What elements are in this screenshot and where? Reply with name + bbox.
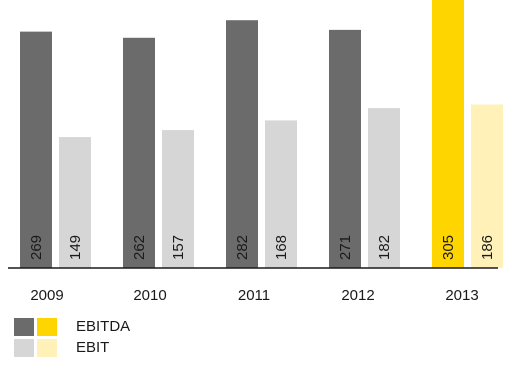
legend-label-ebitda: EBITDA (76, 318, 131, 335)
legend-swatch-ebit-highlight (37, 339, 57, 357)
bar-label-ebitda-2011: 282 (234, 235, 251, 260)
bar-label-ebitda-2010: 262 (131, 235, 148, 260)
bar-ebit-2013 (471, 104, 503, 268)
bar-ebitda-2009 (20, 31, 52, 269)
bar-value-labels: 269 149 262 157 282 168 271 182 305 186 (28, 235, 496, 260)
legend-swatch-ebitda (14, 318, 34, 336)
bar-ebit-2009 (59, 137, 91, 268)
bar-ebitda-2012 (329, 29, 361, 268)
bar-label-ebit-2010: 157 (170, 235, 187, 260)
bars-group (20, 0, 503, 269)
bar-label-ebitda-2012: 271 (337, 235, 354, 260)
bar-label-ebitda-2013: 305 (440, 235, 457, 260)
bar-ebitda-2013 (432, 0, 464, 268)
x-tick-label-2012: 2012 (341, 287, 374, 304)
legend-item-ebitda: EBITDA (14, 318, 130, 336)
legend-swatch-ebitda-highlight (37, 318, 57, 336)
x-tick-label-2009: 2009 (30, 287, 63, 304)
bar-label-ebit-2011: 168 (273, 235, 290, 260)
bar-ebitda-2011 (226, 20, 258, 268)
x-tick-label-2010: 2010 (133, 287, 166, 304)
x-axis-tick-labels: 2009 2010 2011 2012 2013 (30, 287, 478, 304)
bar-ebit-2012 (368, 108, 400, 268)
bar-label-ebitda-2009: 269 (28, 235, 45, 260)
bar-ebit-2011 (265, 120, 297, 268)
bar-label-ebit-2013: 186 (479, 235, 496, 260)
x-tick-label-2013: 2013 (445, 287, 478, 304)
bar-label-ebit-2012: 182 (376, 235, 393, 260)
bar-label-ebit-2009: 149 (67, 235, 84, 260)
bar-ebitda-2010 (123, 37, 155, 269)
x-tick-label-2011: 2011 (238, 287, 270, 304)
legend-swatch-ebit (14, 339, 34, 357)
legend-item-ebit: EBIT (14, 339, 109, 357)
bar-ebit-2010 (162, 130, 194, 268)
legend-label-ebit: EBIT (76, 339, 110, 356)
